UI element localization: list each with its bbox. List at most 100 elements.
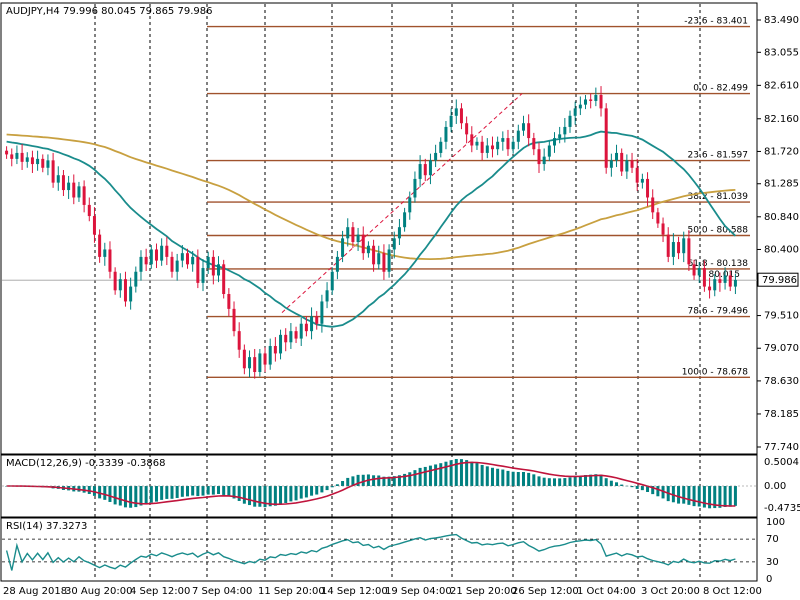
macd-histogram-bar xyxy=(315,486,319,495)
fib-trend-line xyxy=(281,93,523,313)
candle-body xyxy=(656,212,660,224)
macd-histogram-bar xyxy=(584,475,588,486)
macd-histogram-bar xyxy=(279,486,283,505)
macd-histogram-bar xyxy=(330,486,334,488)
macd-histogram-bar xyxy=(232,486,236,499)
candle-body xyxy=(330,271,334,291)
macd-histogram-bar xyxy=(341,481,345,486)
price-axis-label: 78.185 xyxy=(764,409,799,420)
candle-body xyxy=(227,294,231,309)
candle-body xyxy=(444,126,448,142)
macd-histogram-bar xyxy=(284,486,288,504)
candle-body xyxy=(733,279,737,287)
macd-histogram-bar xyxy=(377,475,381,486)
macd-histogram-bar xyxy=(563,478,567,486)
macd-histogram-bar xyxy=(294,486,298,501)
macd-histogram-bar xyxy=(320,486,324,493)
macd-histogram-bar xyxy=(418,467,422,486)
candle-body xyxy=(46,160,50,168)
candle-body xyxy=(237,331,241,350)
macd-panel-frame xyxy=(0,454,758,518)
macd-histogram-bar xyxy=(459,459,463,486)
price-axis-label: 79.070 xyxy=(764,343,799,354)
candle-body xyxy=(222,264,226,295)
candle-body xyxy=(72,182,76,198)
candle-body xyxy=(175,260,179,272)
candle-body xyxy=(568,115,572,127)
macd-histogram-bar xyxy=(196,486,200,497)
macd-histogram-bar xyxy=(263,486,267,508)
price-axis-label: 82.610 xyxy=(764,80,799,91)
candle-body xyxy=(609,160,613,168)
macd-histogram-bar xyxy=(413,470,417,486)
macd-histogram-bar xyxy=(542,477,546,486)
macd-histogram-bar xyxy=(640,486,644,491)
candle-body xyxy=(697,268,701,276)
candle-body xyxy=(82,186,86,205)
macd-histogram-bar xyxy=(646,486,650,492)
macd-histogram-bar xyxy=(129,486,133,508)
candle-body xyxy=(346,227,350,239)
macd-histogram-bar xyxy=(568,477,572,486)
macd-histogram-bar xyxy=(537,476,541,486)
candle-body xyxy=(361,234,365,254)
macd-histogram-bar xyxy=(144,486,148,505)
candle-body xyxy=(387,249,391,272)
macd-histogram-bar xyxy=(506,470,510,486)
macd-histogram-bar xyxy=(160,486,164,500)
candle-body xyxy=(640,178,644,183)
macd-histogram-bar xyxy=(154,486,158,502)
macd-axis-label: -0.4735 xyxy=(764,503,800,514)
macd-histogram-bar xyxy=(325,486,329,491)
macd-histogram-bar xyxy=(118,486,122,506)
candle-body xyxy=(439,141,443,153)
macd-histogram-bar xyxy=(661,486,665,499)
price-axis-label: 78.630 xyxy=(764,376,799,387)
macd-histogram-bar xyxy=(733,486,737,506)
candle-body xyxy=(382,253,386,272)
candle-body xyxy=(413,178,417,198)
candle-body xyxy=(449,115,453,127)
candle-body xyxy=(98,234,102,257)
candle-body xyxy=(196,256,200,283)
candle-body xyxy=(201,268,205,283)
time-axis-label: 3 Oct 20:00 xyxy=(641,586,700,597)
macd-histogram-bar xyxy=(382,476,386,486)
candle-body xyxy=(263,353,267,365)
candle-body xyxy=(718,279,722,283)
candle-body xyxy=(51,160,55,183)
macd-histogram-bar xyxy=(299,486,303,499)
candle-body xyxy=(485,145,489,153)
macd-label: MACD(12,26,9) -0.3339 -0.3868 xyxy=(6,458,166,469)
candle-body xyxy=(563,126,567,135)
macd-histogram-bar xyxy=(439,463,443,486)
macd-histogram-bar xyxy=(677,486,681,504)
candle-body xyxy=(723,275,727,283)
candle-body xyxy=(490,145,494,150)
fib-level-label: 61.8 - 80.138 xyxy=(688,259,749,269)
time-axis-label: 4 Sep 12:00 xyxy=(130,586,190,597)
macd-histogram-bar xyxy=(702,486,706,508)
candle-body xyxy=(646,178,650,198)
candle-body xyxy=(149,249,153,265)
macd-histogram-bar xyxy=(98,486,102,499)
macd-histogram-bar xyxy=(485,466,489,486)
candle-body xyxy=(5,150,9,155)
fib-extra-label: 80.015 xyxy=(709,270,741,280)
macd-histogram-bar xyxy=(454,459,458,486)
candle-body xyxy=(315,316,319,324)
macd-histogram-bar xyxy=(372,475,376,486)
macd-histogram-bar xyxy=(392,476,396,486)
candle-body xyxy=(537,149,541,165)
macd-histogram-bar xyxy=(578,475,582,486)
macd-histogram-bar xyxy=(134,486,138,508)
time-axis-label: 21 Sep 20:00 xyxy=(450,586,517,597)
macd-histogram-bar xyxy=(589,474,593,486)
chart-title: AUDJPY,H4 79.996 80.045 79.865 79.986 xyxy=(6,6,212,17)
candle-body xyxy=(103,249,107,257)
candle-body xyxy=(532,138,536,150)
candle-body xyxy=(366,245,370,254)
candle-body xyxy=(289,331,293,343)
